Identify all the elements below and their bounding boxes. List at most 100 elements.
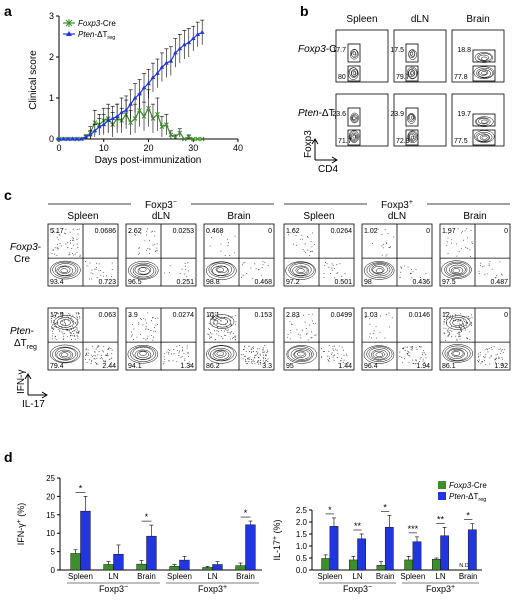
y-arrow [24, 373, 32, 395]
contour-ring [349, 67, 359, 78]
event-dot [186, 345, 188, 347]
event-dot [140, 334, 141, 335]
event-dot [424, 362, 426, 363]
contour-ring [446, 347, 469, 361]
event-dot [421, 354, 423, 356]
event-dot [495, 358, 497, 360]
event-dot [146, 328, 148, 330]
event-dot [64, 233, 66, 235]
event-dot [51, 253, 53, 255]
event-dot [243, 349, 244, 350]
event-dot [73, 254, 75, 256]
event-dot [251, 347, 253, 348]
legend-swatch [438, 481, 446, 489]
event-dot [258, 360, 260, 361]
data-point [199, 136, 205, 142]
data-point [128, 120, 133, 125]
group-label-text: Foxp3 [145, 200, 173, 211]
event-dot [500, 348, 502, 350]
data-point [141, 85, 147, 90]
event-dot [140, 317, 141, 319]
event-dot [467, 247, 469, 249]
event-dot [451, 242, 452, 244]
event-dot [328, 359, 330, 361]
event-dot [326, 263, 328, 265]
contour-ring [295, 266, 308, 275]
event-dot [97, 345, 99, 347]
event-dot [411, 349, 413, 351]
event-dot [403, 348, 404, 350]
data-point [137, 91, 142, 96]
event-dot [91, 360, 93, 362]
panel-letter-a: a [4, 3, 12, 19]
event-dot [302, 329, 304, 331]
event-dot [110, 276, 112, 278]
legend-swatch [438, 492, 446, 500]
contour-ring [216, 267, 225, 273]
event-dot [415, 360, 417, 362]
panel-a-xtick-label: 40 [233, 143, 243, 153]
event-dot [242, 274, 244, 276]
event-dot [76, 229, 78, 230]
event-dot [157, 324, 158, 325]
event-dot [73, 333, 75, 334]
event-dot [98, 263, 100, 265]
event-dot [483, 265, 485, 267]
event-dot [267, 351, 269, 352]
event-dot [404, 350, 406, 352]
event-dot [470, 322, 472, 324]
event-dot [70, 335, 72, 336]
event-dot [76, 252, 78, 254]
event-dot [214, 330, 215, 332]
event-dot [450, 315, 451, 317]
event-dot [227, 329, 229, 331]
event-dot [155, 324, 157, 326]
group-label-sup: + [451, 584, 455, 591]
event-dot [76, 329, 78, 331]
event-dot [166, 351, 168, 353]
event-dot [338, 362, 340, 364]
event-dot [215, 320, 217, 322]
event-dot [332, 264, 334, 266]
event-dot [77, 336, 79, 337]
bar [169, 566, 180, 571]
event-dot [457, 336, 459, 338]
event-dot [63, 232, 65, 234]
event-dot [130, 335, 132, 337]
panel-b-flow-plot: 17.7 80 [332, 29, 389, 83]
event-dot [212, 315, 214, 316]
event-dot [244, 262, 246, 263]
event-dot [211, 312, 213, 314]
event-dot [327, 359, 329, 361]
event-dot [406, 350, 408, 352]
data-point [199, 29, 205, 34]
bar [432, 559, 441, 571]
event-dot [94, 352, 96, 354]
event-dot [265, 354, 266, 356]
event-dot [146, 322, 147, 324]
contour-ring [375, 352, 384, 358]
event-dot [254, 363, 256, 365]
event-dot [67, 329, 69, 331]
bar-ytick-label: 0.5 [296, 554, 308, 563]
event-dot [408, 351, 410, 353]
panel-a-xtick-label: 30 [188, 143, 198, 153]
event-dot [78, 313, 80, 315]
significance-star: ** [354, 521, 362, 531]
event-dot [156, 247, 158, 249]
event-dot [321, 356, 323, 358]
panel-c-column-header: Spleen [67, 211, 98, 222]
bar-ylabel: IFN-γ+ (%) [16, 503, 26, 546]
event-dot [461, 329, 462, 331]
event-dot [245, 360, 246, 362]
event-dot [462, 230, 463, 232]
event-dot [471, 322, 473, 324]
event-dot [62, 313, 64, 315]
event-dot [53, 320, 55, 322]
event-dot [387, 233, 389, 235]
panel-c-flow-plot: 1.62 0.0264 97.2 0.501 [283, 223, 355, 287]
event-dot [75, 327, 77, 328]
event-dot [181, 356, 183, 357]
event-dot [448, 334, 450, 336]
bar [349, 559, 358, 571]
